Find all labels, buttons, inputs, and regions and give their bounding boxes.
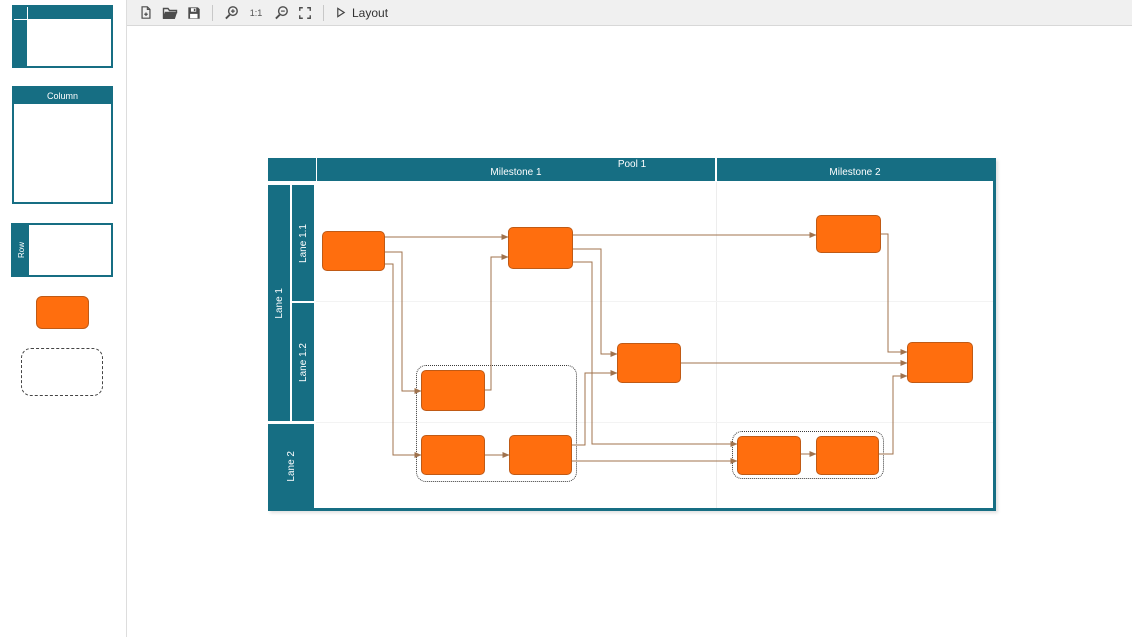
- pool-template-header-column: [14, 20, 27, 66]
- pool-template-header-row: [28, 7, 111, 19]
- open-folder-icon: [162, 7, 178, 19]
- lane-1-2-header[interactable]: Lane 1.2: [292, 303, 314, 421]
- toolbar-separator: [323, 4, 324, 21]
- milestone-1-header[interactable]: Milestone 1: [490, 167, 542, 178]
- open-file-button[interactable]: [160, 2, 180, 24]
- diagram-node[interactable]: [322, 231, 385, 271]
- lane-gridline: [316, 301, 993, 302]
- milestone-divider: [316, 158, 317, 181]
- row-template-label: Row: [16, 241, 26, 258]
- layout-button[interactable]: Layout: [332, 2, 392, 24]
- toolbar-separator: [212, 4, 213, 21]
- zoom-in-button[interactable]: [221, 2, 241, 24]
- play-icon: [337, 7, 346, 18]
- palette-item-column[interactable]: Column: [12, 86, 113, 204]
- diagram-node[interactable]: [907, 342, 973, 383]
- node-layer: [268, 158, 996, 511]
- diagram-node[interactable]: [421, 370, 485, 411]
- diagram-edge[interactable]: [572, 370, 618, 446]
- diagram-node[interactable]: [816, 436, 879, 475]
- group-layer: [268, 158, 996, 511]
- zoom-out-icon: [274, 6, 288, 20]
- milestone-2-header[interactable]: Milestone 2: [829, 167, 881, 178]
- pool-border: [993, 158, 996, 511]
- diagram-canvas[interactable]: Pool 1 Milestone 1 Milestone 2 Lane 1 La…: [128, 27, 1132, 637]
- palette-sidebar: Column Row: [0, 0, 127, 637]
- palette-item-group[interactable]: [21, 348, 103, 396]
- zoom-level-label: 1:1: [249, 7, 263, 18]
- pool-border: [268, 508, 996, 511]
- pool-title: Pool 1: [617, 159, 647, 170]
- layout-button-label: Layout: [352, 5, 389, 20]
- diagram-group[interactable]: [732, 431, 884, 479]
- lane-1-header[interactable]: Lane 1: [268, 185, 290, 421]
- fit-content-button[interactable]: [295, 2, 315, 24]
- zoom-original-button[interactable]: 1:1: [245, 2, 267, 24]
- pool[interactable]: Pool 1 Milestone 1 Milestone 2 Lane 1 La…: [268, 158, 996, 511]
- lane-1-1-label: Lane 1.1: [297, 223, 309, 263]
- diagram-node[interactable]: [509, 435, 572, 475]
- milestone-divider: [715, 158, 717, 181]
- diagram-node[interactable]: [816, 215, 881, 253]
- diagram-node[interactable]: [617, 343, 681, 383]
- palette-item-pool[interactable]: [12, 5, 113, 68]
- diagram-node[interactable]: [737, 436, 801, 475]
- pool-header[interactable]: Pool 1 Milestone 1 Milestone 2: [268, 158, 996, 181]
- diagram-edge[interactable]: [385, 251, 422, 394]
- palette-item-node[interactable]: [36, 296, 89, 329]
- save-icon: [188, 6, 200, 19]
- diagram-node[interactable]: [421, 435, 485, 475]
- lane-1-1-header[interactable]: Lane 1.1: [292, 185, 314, 301]
- zoom-in-icon: [224, 6, 238, 20]
- pool-template-corner: [14, 7, 27, 19]
- milestone-gridline: [716, 182, 717, 509]
- column-template-header: Column: [14, 88, 111, 104]
- lane-1-2-label: Lane 1.2: [297, 342, 309, 382]
- lane-1-label: Lane 1: [273, 287, 285, 319]
- diagram-edge[interactable]: [881, 233, 908, 355]
- column-template-label: Column: [46, 91, 78, 101]
- zoom-out-button[interactable]: [271, 2, 291, 24]
- toolbar: 1:1 Layout: [127, 0, 1132, 26]
- row-template-header: Row: [13, 225, 29, 275]
- palette-item-row[interactable]: Row: [11, 223, 113, 277]
- save-button[interactable]: [184, 2, 204, 24]
- lane-2-label: Lane 2: [285, 451, 297, 482]
- edge-layer: [385, 232, 908, 464]
- lane-2-header[interactable]: Lane 2: [268, 424, 314, 509]
- fit-content-icon: [299, 6, 311, 19]
- new-file-button[interactable]: [136, 2, 156, 24]
- diagram-node[interactable]: [508, 227, 573, 269]
- new-file-icon: [141, 6, 151, 19]
